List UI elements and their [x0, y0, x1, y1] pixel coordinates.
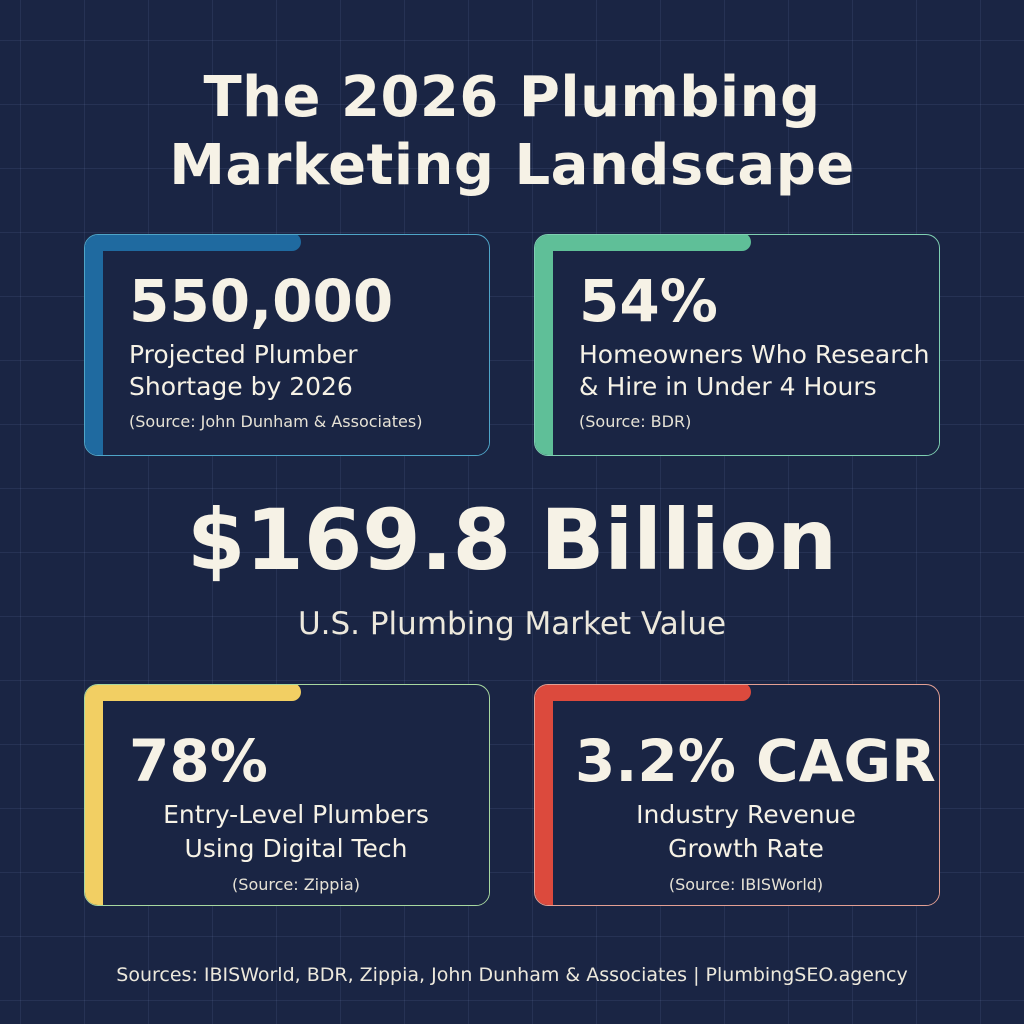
card-accent-bar — [535, 235, 751, 251]
stat-label-line-2: Shortage by 2026 — [129, 372, 353, 401]
card-accent-bar — [535, 685, 751, 701]
stat-label-line-1: Industry Revenue — [636, 800, 856, 829]
stat-label-line-2: & Hire in Under 4 Hours — [579, 372, 877, 401]
title-line-2: Marketing Landscape — [169, 133, 855, 198]
stat-label-line-1: Homeowners Who Research — [579, 340, 930, 369]
stat-source: (Source: Zippia) — [232, 875, 360, 894]
card-accent-side — [535, 685, 553, 905]
stat-source: (Source: IBISWorld) — [668, 875, 824, 894]
stat-value: 78% — [129, 727, 268, 795]
card-accent-bar — [85, 235, 301, 251]
stat-label-line-2: Using Digital Tech — [184, 834, 408, 863]
stat-label-line-1: Entry-Level Plumbers — [163, 800, 429, 829]
stat-card-homeowners-research: 54% Homeowners Who Research & Hire in Un… — [534, 234, 940, 456]
stat-source: (Source: BDR) — [579, 412, 692, 431]
stat-label-line-2: Growth Rate — [668, 834, 824, 863]
market-value-label: U.S. Plumbing Market Value — [297, 606, 727, 642]
card-accent-side — [85, 685, 103, 905]
stat-label-line-1: Projected Plumber — [129, 340, 358, 369]
card-accent-side — [535, 235, 553, 455]
stat-value: 54% — [579, 267, 718, 335]
stat-value: 3.2% CAGR — [575, 727, 936, 795]
card-inner — [103, 701, 489, 905]
sources-footer: Sources: IBISWorld, BDR, Zippia, John Du… — [116, 964, 908, 986]
title-line-1: The 2026 Plumbing — [203, 65, 821, 130]
stat-card-plumber-shortage: 550,000 Projected Plumber Shortage by 20… — [84, 234, 490, 456]
card-inner — [103, 251, 489, 455]
card-accent-side — [85, 235, 103, 455]
card-inner — [553, 251, 939, 455]
stat-value: 550,000 — [129, 267, 394, 335]
stat-card-industry-growth: 3.2% CAGR Industry Revenue Growth Rate (… — [534, 684, 940, 906]
card-inner — [553, 701, 939, 905]
stat-source: (Source: John Dunham & Associates) — [129, 412, 423, 431]
market-value: $169.8 Billion — [186, 491, 838, 589]
page-title: The 2026 Plumbing Marketing Landscape — [0, 64, 1024, 200]
stat-card-entry-level-plumbers: 78% Entry-Level Plumbers Using Digital T… — [84, 684, 490, 906]
card-accent-bar — [85, 685, 301, 701]
